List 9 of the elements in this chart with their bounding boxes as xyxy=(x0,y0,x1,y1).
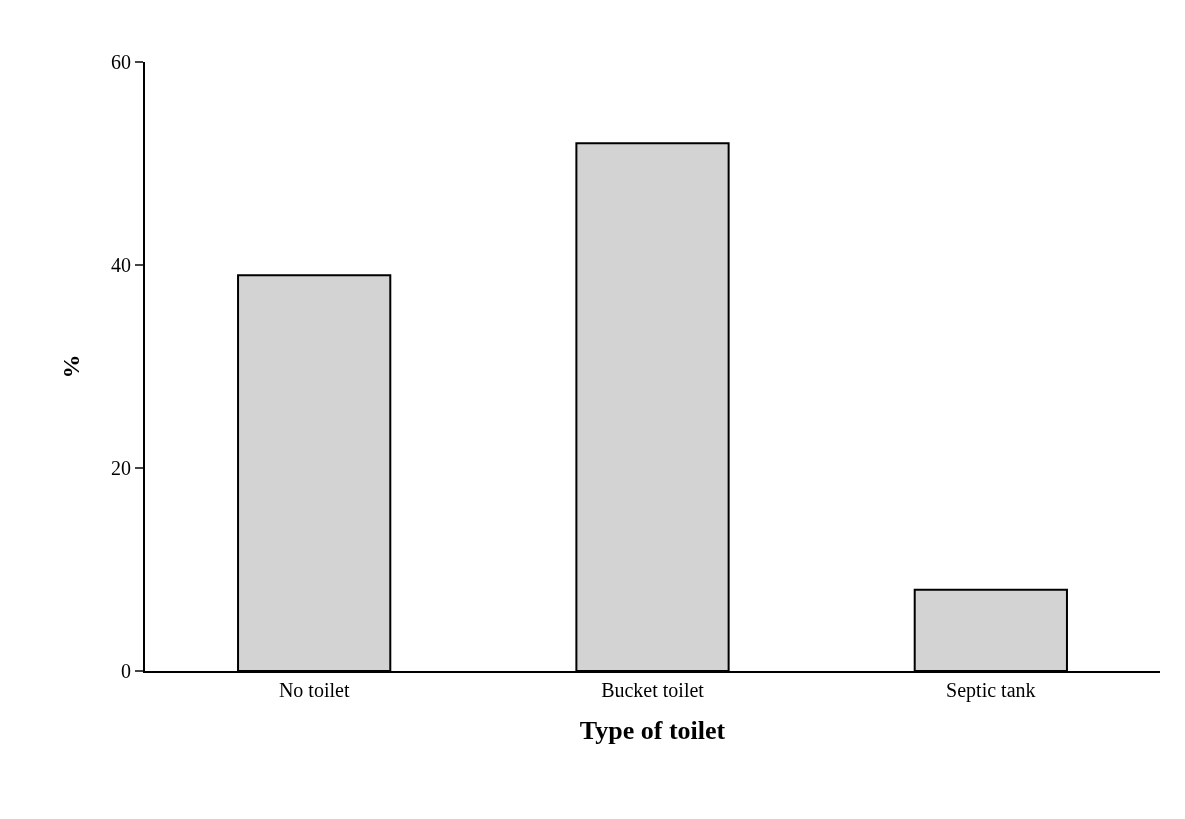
x-tick-label: Septic tank xyxy=(946,679,1036,702)
y-tick-label: 20 xyxy=(111,457,131,479)
y-tick-label: 40 xyxy=(111,254,131,276)
x-tick-label: Bucket toilet xyxy=(601,679,705,701)
y-axis-title: % xyxy=(57,354,84,379)
x-tick-label: No toilet xyxy=(278,679,350,701)
y-tick-label: 60 xyxy=(111,51,131,73)
y-tick-label: 0 xyxy=(121,660,131,682)
x-axis-title: Type of toilet xyxy=(579,716,726,746)
